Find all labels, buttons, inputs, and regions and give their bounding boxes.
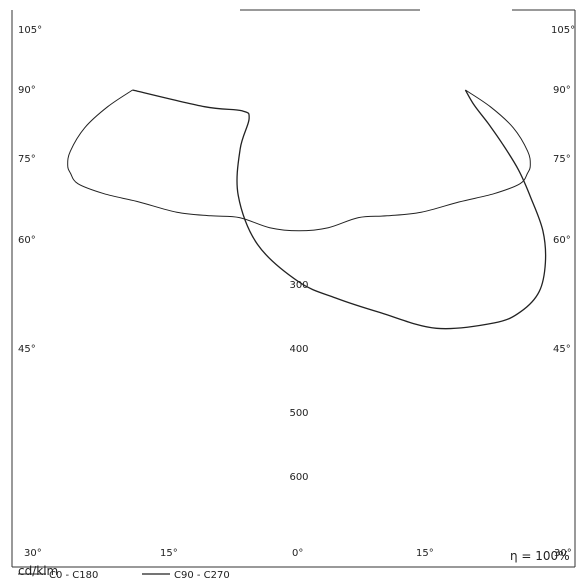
angle-label-right-45: 45° [553, 344, 571, 355]
curve-c0-c180 [68, 90, 531, 231]
magnitude-label-600: 600 [289, 472, 308, 483]
angle-label-bottom-30-left: 30° [24, 548, 42, 559]
angle-label-right-75: 75° [553, 154, 571, 165]
curve-c90-c270 [133, 90, 546, 329]
angle-label-left-105: 105° [18, 25, 42, 36]
angle-label-bottom-0: 0° [292, 548, 303, 559]
angle-label-bottom-15-right: 15° [416, 548, 434, 559]
angle-label-left-90: 90° [18, 85, 36, 96]
angle-label-left-75: 75° [18, 154, 36, 165]
magnitude-label-500: 500 [289, 408, 308, 419]
angle-label-bottom-15-left: 15° [160, 548, 178, 559]
legend-label-c0-c180: C0 - C180 [49, 570, 98, 580]
angle-label-right-105: 105° [551, 25, 575, 36]
magnitude-label-400: 400 [289, 344, 308, 355]
legend-label-c90-c270: C90 - C270 [174, 570, 230, 580]
angle-label-left-45: 45° [18, 344, 36, 355]
angle-label-right-60: 60° [553, 235, 571, 246]
angle-label-right-90: 90° [553, 85, 571, 96]
efficiency-label: η = 100% [510, 549, 570, 563]
angle-label-left-60: 60° [18, 235, 36, 246]
